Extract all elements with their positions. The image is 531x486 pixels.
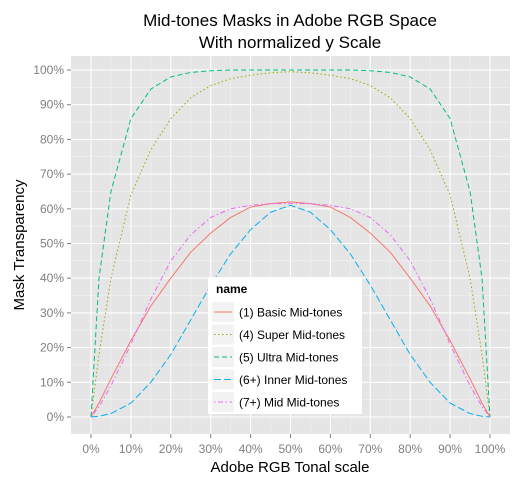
y-tick-label: 50% [40, 237, 64, 251]
x-tick-label: 60% [318, 442, 342, 456]
series-line-4 [90, 204, 491, 418]
legend-box [208, 277, 362, 414]
legend-label: (1) Basic Mid-tones [239, 306, 342, 320]
chart-subtitle: With normalized y Scale [199, 33, 381, 52]
x-tick-label: 50% [278, 442, 302, 456]
legend-items: (1) Basic Mid-tones (4) Super Mid-tones (5… [212, 302, 347, 412]
y-tick-label: 30% [40, 306, 64, 320]
x-tick-label: 10% [119, 442, 143, 456]
legend-label: (5) Ultra Mid-tones [239, 351, 338, 365]
legend-label: (7+) Mid Mid-tones [239, 396, 339, 410]
x-tick-label: 40% [239, 442, 263, 456]
y-tick-label: 80% [40, 132, 64, 146]
y-axis-label: Mask Transparency [11, 179, 28, 310]
y-tick-label: 70% [40, 167, 64, 181]
series-line-3 [90, 69, 491, 418]
legend-key [212, 369, 234, 390]
series-lines [90, 69, 491, 418]
x-tick-label: 90% [438, 442, 462, 456]
x-tick-label: 0% [82, 442, 100, 456]
x-tick-label: 100% [475, 442, 506, 456]
series-line-2 [90, 71, 491, 418]
series-line-1 [90, 201, 491, 418]
x-tick-label: 20% [159, 442, 183, 456]
y-tick-label: 100% [33, 63, 64, 77]
legend-label: (4) Super Mid-tones [239, 328, 345, 342]
x-tick-label: 30% [199, 442, 223, 456]
legend: name (1) Basic Mid-tones (4) Super Mid-to… [208, 277, 362, 414]
series-line-5 [90, 203, 491, 418]
x-tick-label: 80% [398, 442, 422, 456]
y-tick-label: 40% [40, 271, 64, 285]
chart-title: Mid-tones Masks in Adobe RGB Space [143, 11, 437, 30]
y-axis: 0% 10% 20% 30% 40% 50% 60% 70% 80% 90% 100% [33, 63, 71, 424]
legend-label: (6+) Inner Mid-tones [239, 373, 347, 387]
x-tick-label: 70% [358, 442, 382, 456]
y-tick-label: 0% [47, 410, 65, 424]
y-tick-label: 90% [40, 98, 64, 112]
x-axis-label: Adobe RGB Tonal scale [211, 459, 370, 476]
legend-title: name [216, 282, 248, 296]
x-axis: 0% 10% 20% 30% 40% 50% 60% 70% 80% 90% 100% [82, 434, 506, 456]
y-tick-label: 20% [40, 341, 64, 355]
y-tick-label: 10% [40, 375, 64, 389]
y-tick-label: 60% [40, 202, 64, 216]
